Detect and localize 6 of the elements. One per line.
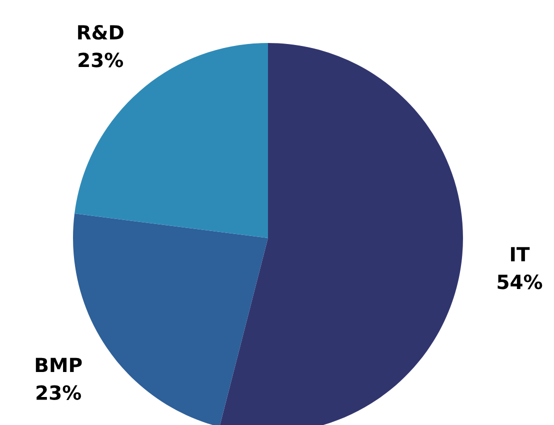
slice-label: BMP	[36, 358, 82, 372]
data-label: 54%	[498, 274, 542, 290]
slice-label: R&D	[78, 24, 124, 40]
data-label: 23%	[78, 52, 124, 68]
slice-label: IT	[511, 247, 530, 262]
data-label: 23%	[36, 385, 81, 400]
